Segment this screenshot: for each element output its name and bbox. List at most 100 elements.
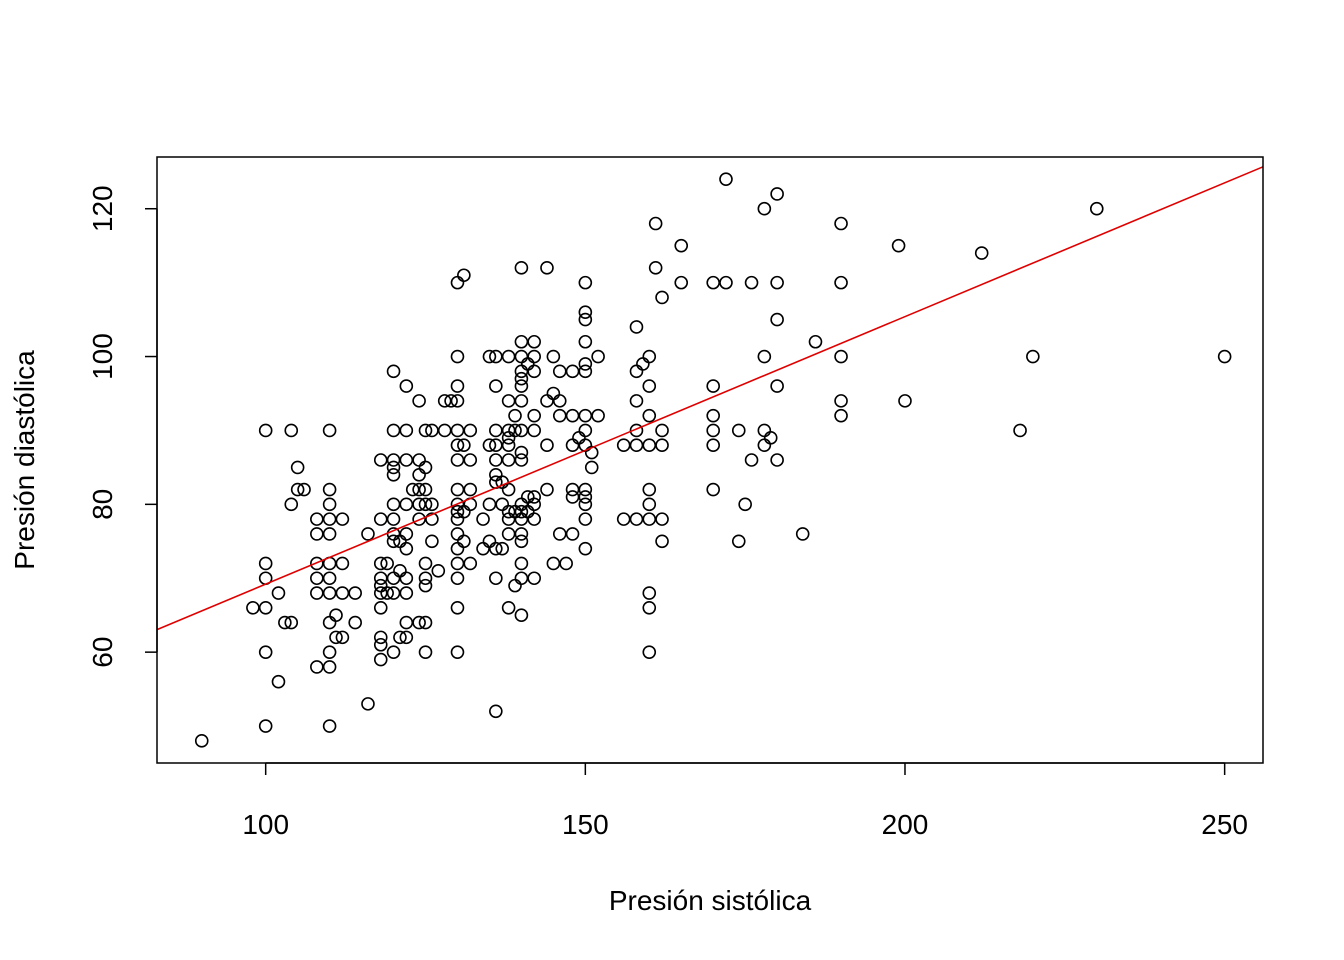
data-point xyxy=(719,172,733,186)
data-point xyxy=(514,349,529,364)
data-point xyxy=(386,512,401,526)
data-point xyxy=(450,482,465,497)
data-point xyxy=(629,512,644,526)
data-point xyxy=(629,438,644,453)
data-point xyxy=(629,394,644,408)
data-point xyxy=(437,423,452,438)
data-point xyxy=(322,527,337,541)
data-point xyxy=(412,482,426,497)
data-point xyxy=(418,497,433,512)
data-point xyxy=(642,408,657,423)
data-point xyxy=(508,423,522,438)
data-point xyxy=(578,334,593,349)
data-point xyxy=(770,312,784,327)
data-point xyxy=(373,637,388,652)
data-point xyxy=(744,275,759,290)
data-point xyxy=(412,467,426,482)
data-point xyxy=(386,571,401,586)
data-point xyxy=(731,534,746,549)
x-tick-label: 150 xyxy=(562,809,609,840)
data-point xyxy=(258,601,273,615)
data-point xyxy=(489,379,503,393)
data-point xyxy=(399,541,414,556)
data-point xyxy=(578,423,593,438)
x-axis: 100 150 200 250 xyxy=(242,762,1248,840)
data-point xyxy=(322,512,337,526)
data-point xyxy=(578,305,593,319)
x-tick-label: 100 xyxy=(242,809,289,840)
data-point xyxy=(514,445,529,460)
y-tick-label: 60 xyxy=(87,637,118,668)
data-point xyxy=(310,512,324,526)
data-point xyxy=(373,556,388,571)
data-point xyxy=(322,719,337,733)
data-point xyxy=(450,571,465,586)
data-point xyxy=(380,556,394,571)
data-point xyxy=(322,482,337,497)
data-point xyxy=(489,571,503,586)
data-point xyxy=(520,357,535,371)
x-axis-label: Presión sistólica xyxy=(609,885,812,916)
data-point xyxy=(514,379,529,393)
data-point xyxy=(642,349,657,364)
data-point xyxy=(514,527,529,541)
data-point xyxy=(514,556,529,571)
data-point xyxy=(578,482,593,497)
y-tick-label: 120 xyxy=(87,185,118,232)
data-point xyxy=(808,334,823,349)
data-point xyxy=(674,275,689,290)
data-point xyxy=(482,534,497,549)
data-point xyxy=(552,364,567,379)
data-point xyxy=(418,578,433,593)
data-point xyxy=(757,423,772,438)
data-point xyxy=(578,497,593,512)
data-point xyxy=(194,734,209,748)
data-point xyxy=(495,497,510,512)
data-point xyxy=(393,630,407,645)
data-point xyxy=(271,674,286,689)
data-point xyxy=(527,364,541,379)
data-point xyxy=(476,541,490,556)
data-point xyxy=(412,615,426,630)
data-point xyxy=(891,238,906,253)
data-point xyxy=(591,408,605,423)
data-point xyxy=(565,527,580,541)
data-point xyxy=(1089,201,1104,216)
data-point xyxy=(463,453,478,467)
data-point xyxy=(731,423,746,438)
data-point xyxy=(450,601,465,615)
data-point xyxy=(399,630,414,645)
data-point xyxy=(450,504,465,519)
data-point xyxy=(642,586,657,600)
data-point xyxy=(258,556,273,571)
data-point xyxy=(578,490,593,504)
data-point xyxy=(1217,349,1232,364)
data-point xyxy=(322,660,337,674)
data-point xyxy=(361,697,375,711)
data-point xyxy=(450,275,465,290)
data-point xyxy=(706,408,720,423)
data-point xyxy=(373,630,388,645)
data-point xyxy=(655,534,669,549)
data-point xyxy=(322,571,337,586)
data-point xyxy=(412,453,426,467)
data-point xyxy=(335,512,350,526)
data-point xyxy=(431,564,446,578)
data-point xyxy=(425,512,439,526)
data-point xyxy=(329,630,343,645)
data-point xyxy=(655,438,669,453)
data-point xyxy=(258,719,273,733)
data-point xyxy=(578,275,593,290)
data-point xyxy=(770,275,784,290)
data-point xyxy=(450,394,465,408)
data-point xyxy=(578,541,593,556)
data-point xyxy=(322,615,337,630)
data-point xyxy=(246,601,260,615)
data-point xyxy=(310,660,324,674)
data-point xyxy=(565,364,580,379)
data-point xyxy=(380,586,394,600)
data-point xyxy=(399,497,414,512)
data-point xyxy=(495,541,510,556)
plot-frame xyxy=(156,156,1264,764)
